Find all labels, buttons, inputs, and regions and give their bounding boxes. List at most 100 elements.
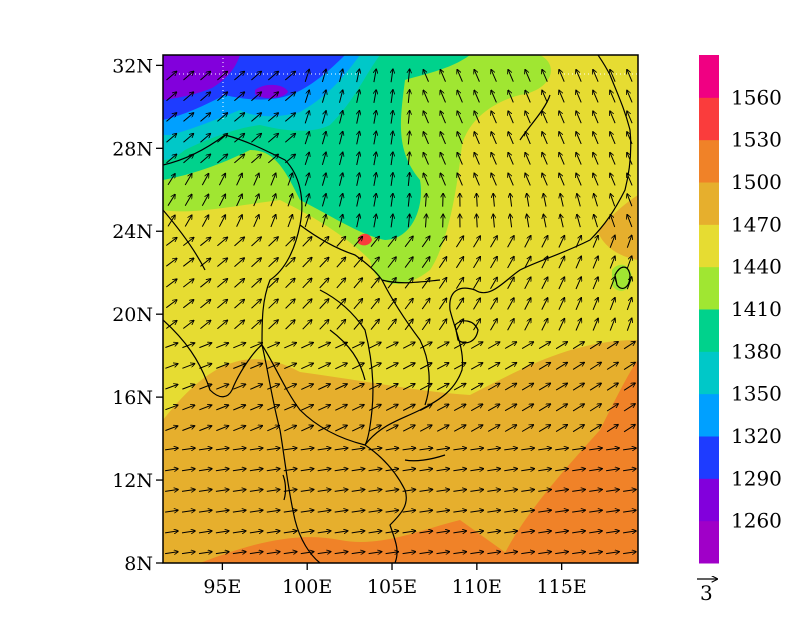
wind-vector bbox=[440, 70, 446, 82]
wind-vector bbox=[385, 469, 399, 471]
wind-vector bbox=[453, 425, 465, 432]
wind-vector bbox=[538, 469, 551, 471]
colorbar-label: 1560 bbox=[731, 85, 782, 109]
wind-vector bbox=[181, 469, 195, 471]
wind-vector bbox=[457, 111, 463, 124]
wind-vector bbox=[440, 111, 446, 124]
wind-vector bbox=[477, 214, 478, 228]
wind-vector bbox=[302, 258, 312, 268]
wind-vector bbox=[304, 111, 309, 124]
wind-vector bbox=[234, 154, 244, 164]
wind-vector bbox=[334, 448, 348, 450]
wind-vector bbox=[304, 90, 309, 103]
wind-vector bbox=[199, 426, 211, 432]
wind-vector bbox=[436, 363, 448, 370]
wind-vector bbox=[200, 154, 211, 164]
wind-vector bbox=[436, 469, 450, 471]
colorbar: 1260 1290 1320 1350 1380 1410 1440 1470 1500 1530… bbox=[699, 55, 782, 564]
wind-vector bbox=[402, 342, 415, 349]
wind-vector bbox=[267, 384, 279, 390]
wind-vector bbox=[368, 342, 381, 349]
wind-vector bbox=[249, 469, 263, 471]
wind-vector bbox=[167, 195, 175, 206]
wind-vector bbox=[453, 552, 466, 554]
wind-vector bbox=[555, 448, 568, 450]
wind-vector bbox=[233, 384, 245, 390]
wind-vector bbox=[183, 72, 194, 81]
wind-vector bbox=[236, 194, 243, 207]
wind-vector bbox=[391, 214, 393, 228]
wind-vector bbox=[301, 343, 313, 349]
wind-vector bbox=[285, 237, 295, 247]
wind-vector bbox=[232, 490, 246, 492]
wind-vector bbox=[510, 194, 512, 207]
wind-vector bbox=[374, 194, 376, 207]
wind-vector bbox=[182, 343, 194, 349]
wind-vector bbox=[487, 448, 500, 450]
wind-vector bbox=[166, 258, 176, 267]
wind-vector bbox=[487, 363, 499, 370]
wind-vector bbox=[572, 404, 584, 412]
wind-vector bbox=[283, 448, 297, 450]
wind-vector bbox=[623, 510, 636, 512]
wind-vector bbox=[555, 363, 567, 370]
wind-vector bbox=[626, 277, 631, 290]
wind-vector bbox=[436, 510, 450, 512]
wind-vector bbox=[335, 405, 347, 411]
wind-vector bbox=[473, 319, 481, 331]
wind-vector bbox=[559, 91, 565, 103]
wind-vector bbox=[436, 342, 448, 349]
y-tick-label: 16N bbox=[112, 387, 153, 409]
wind-vector bbox=[166, 300, 176, 309]
wind-vector bbox=[525, 153, 531, 165]
wind-vector bbox=[470, 490, 483, 492]
wind-vector bbox=[623, 531, 636, 533]
wind-vector bbox=[558, 277, 565, 290]
wind-vector bbox=[339, 90, 343, 103]
wind-vector bbox=[453, 384, 465, 391]
wind-vector bbox=[339, 173, 343, 186]
wind-vector bbox=[200, 258, 210, 267]
wind-vector bbox=[266, 448, 280, 450]
wind-vector bbox=[559, 70, 565, 82]
wind-vector bbox=[589, 363, 601, 370]
wind-vector bbox=[216, 384, 228, 390]
wind-vector bbox=[576, 111, 582, 124]
wind-vector bbox=[404, 257, 413, 268]
wind-vector bbox=[234, 134, 244, 143]
wind-vector bbox=[474, 173, 480, 186]
colorbar-segment bbox=[699, 478, 719, 522]
wind-vector bbox=[592, 236, 598, 248]
wind-vector bbox=[594, 215, 598, 228]
wind-vector bbox=[251, 279, 262, 288]
wind-vector bbox=[457, 153, 463, 165]
wind-vector bbox=[538, 383, 550, 391]
wind-vector bbox=[623, 363, 635, 371]
wind-vector bbox=[284, 154, 295, 164]
wind-vector bbox=[423, 91, 429, 103]
wind-vector bbox=[408, 194, 409, 207]
wind-vector bbox=[184, 174, 192, 186]
wind-vector bbox=[270, 194, 276, 207]
wind-vector bbox=[301, 363, 313, 370]
wind-vector bbox=[521, 384, 533, 391]
wind-vector bbox=[524, 257, 531, 269]
wind-vector bbox=[508, 91, 514, 103]
wind-vector bbox=[353, 299, 362, 310]
wind-vector bbox=[402, 490, 416, 492]
wind-vector bbox=[436, 490, 450, 492]
wind-vector bbox=[507, 236, 514, 248]
wind-vector bbox=[560, 215, 564, 228]
wind-vector bbox=[166, 72, 177, 81]
wind-vector bbox=[285, 320, 295, 330]
wind-vector bbox=[572, 383, 584, 391]
wind-vector bbox=[317, 469, 331, 471]
wind-vector bbox=[319, 299, 329, 309]
wind-vector bbox=[217, 92, 227, 102]
wind-vector bbox=[555, 383, 567, 391]
wind-vector bbox=[391, 132, 393, 145]
wind-vector bbox=[339, 69, 343, 83]
wind-vector bbox=[610, 215, 616, 228]
wind-vector bbox=[318, 426, 330, 432]
wind-vector bbox=[183, 134, 194, 143]
